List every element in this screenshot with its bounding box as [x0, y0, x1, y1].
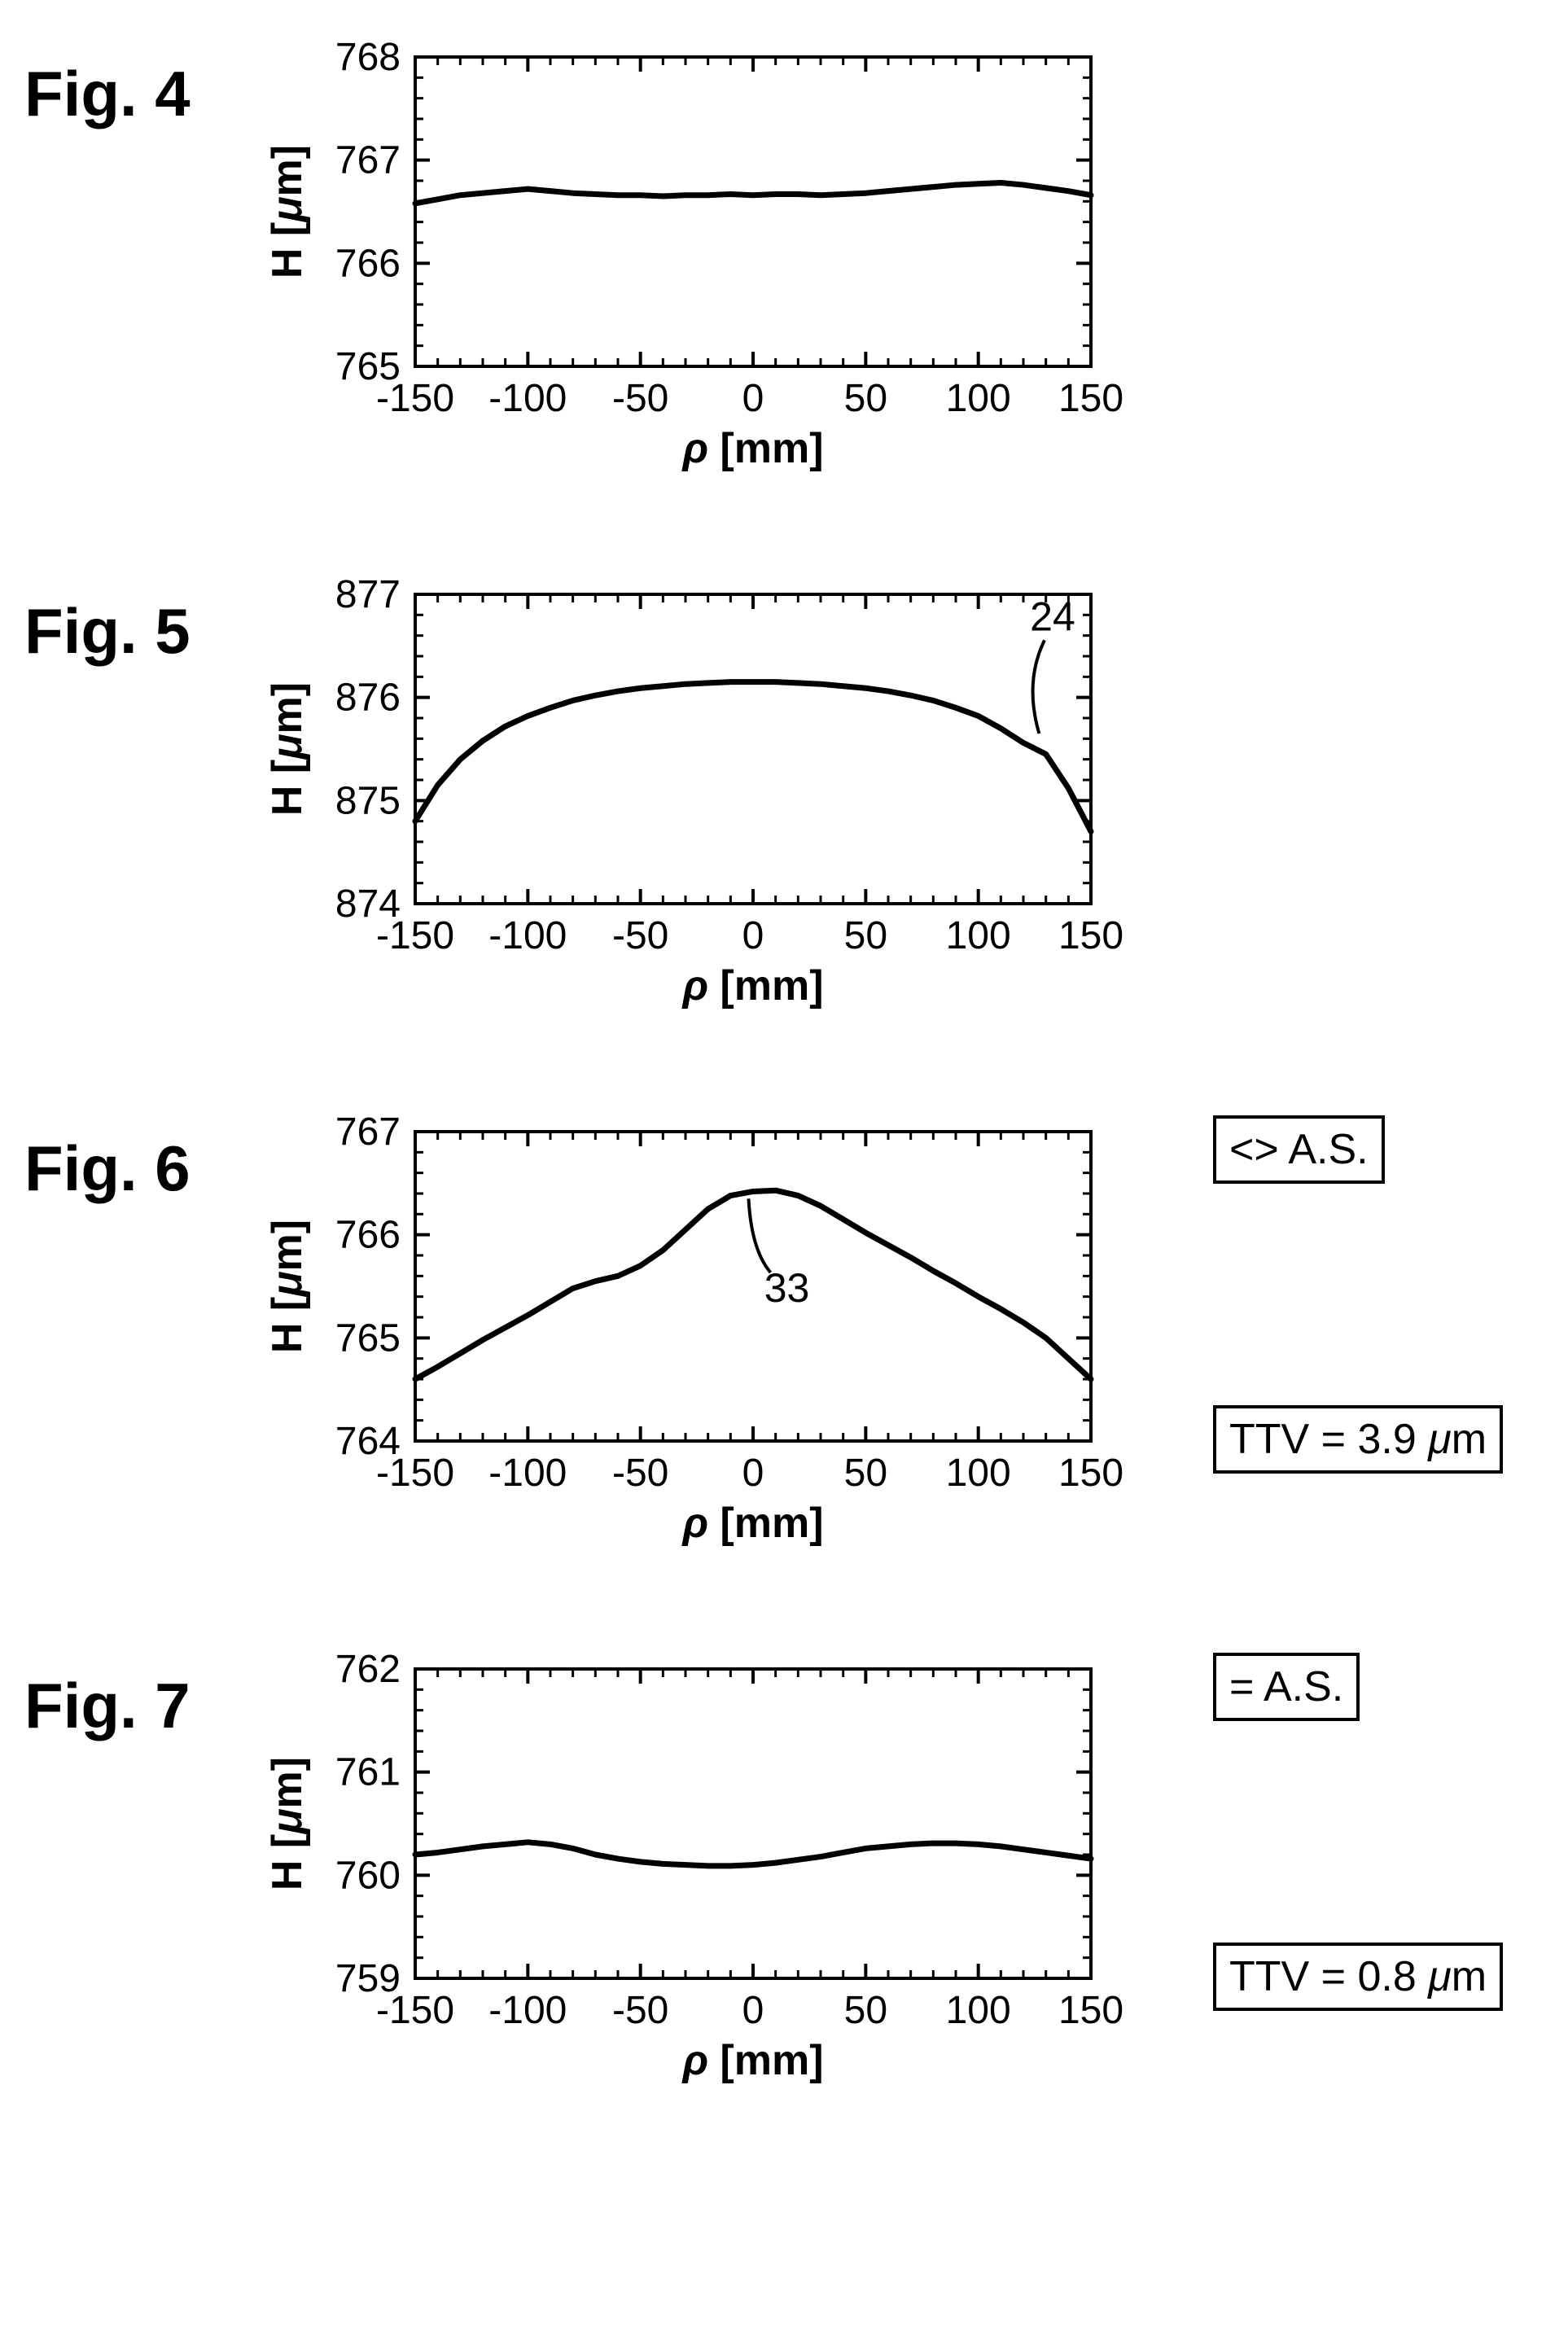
- right-column: <> A.S. TTV = 3.9 μm: [1213, 1107, 1544, 1563]
- svg-text:ρ [mm]: ρ [mm]: [681, 962, 823, 1010]
- svg-text:50: 50: [844, 1989, 887, 2032]
- svg-text:765: 765: [335, 345, 401, 388]
- svg-text:H [μm]: H [μm]: [269, 145, 311, 278]
- data-line: [415, 183, 1091, 204]
- right-column: [1213, 33, 1544, 488]
- info-box-top: <> A.S.: [1213, 1115, 1385, 1184]
- svg-text:764: 764: [335, 1420, 401, 1463]
- svg-text:876: 876: [335, 677, 401, 720]
- svg-text:ρ [mm]: ρ [mm]: [681, 425, 823, 472]
- svg-text:759: 759: [335, 1957, 401, 2000]
- svg-text:-100: -100: [488, 1989, 567, 2032]
- right-column: = A.S. TTV = 0.8 μm: [1213, 1645, 1544, 2100]
- svg-text:100: 100: [946, 1989, 1011, 2032]
- info-box-bottom: TTV = 3.9 μm: [1213, 1405, 1503, 1474]
- svg-text:-50: -50: [612, 1452, 668, 1495]
- svg-text:ρ [mm]: ρ [mm]: [681, 2037, 823, 2084]
- data-line: [415, 1190, 1091, 1379]
- svg-text:H [μm]: H [μm]: [269, 1220, 311, 1353]
- info-box-bottom: TTV = 0.8 μm: [1213, 1943, 1503, 2011]
- chart-fig5: -150-100-50050100150874875876877ρ [mm]H …: [269, 570, 1164, 1026]
- chart-area: -150-100-50050100150764765766767ρ [mm]H …: [269, 1107, 1164, 1563]
- figure-label: Fig. 4: [24, 57, 269, 131]
- svg-text:-50: -50: [612, 1989, 668, 2032]
- figure-label: Fig. 5: [24, 594, 269, 668]
- svg-text:ρ [mm]: ρ [mm]: [681, 1500, 823, 1547]
- svg-text:0: 0: [742, 914, 764, 957]
- svg-text:-50: -50: [612, 914, 668, 957]
- svg-text:761: 761: [335, 1751, 401, 1794]
- chart-area: -150-100-50050100150759760761762ρ [mm]H …: [269, 1645, 1164, 2100]
- svg-text:-100: -100: [488, 914, 567, 957]
- svg-text:0: 0: [742, 1989, 764, 2032]
- svg-text:766: 766: [335, 1214, 401, 1257]
- svg-text:0: 0: [742, 377, 764, 420]
- chart-area: -150-100-50050100150765766767768ρ [mm]H …: [269, 33, 1164, 488]
- data-line: [415, 1842, 1091, 1866]
- svg-text:150: 150: [1058, 1452, 1123, 1495]
- svg-text:50: 50: [844, 914, 887, 957]
- svg-text:100: 100: [946, 1452, 1011, 1495]
- svg-text:H [μm]: H [μm]: [269, 1757, 311, 1890]
- figure-row-fig4: Fig. 4-150-100-50050100150765766767768ρ …: [24, 33, 1544, 488]
- figure-row-fig6: Fig. 6-150-100-50050100150764765766767ρ …: [24, 1107, 1544, 1563]
- svg-text:767: 767: [335, 139, 401, 182]
- svg-text:767: 767: [335, 1110, 401, 1154]
- svg-text:50: 50: [844, 377, 887, 420]
- figure-label: Fig. 7: [24, 1669, 269, 1743]
- svg-text:766: 766: [335, 242, 401, 285]
- chart-fig4: -150-100-50050100150765766767768ρ [mm]H …: [269, 33, 1164, 488]
- svg-text:150: 150: [1058, 1989, 1123, 2032]
- svg-text:0: 0: [742, 1452, 764, 1495]
- figure-row-fig7: Fig. 7-150-100-50050100150759760761762ρ …: [24, 1645, 1544, 2100]
- svg-text:762: 762: [335, 1648, 401, 1691]
- svg-text:100: 100: [946, 377, 1011, 420]
- svg-text:-100: -100: [488, 377, 567, 420]
- svg-text:768: 768: [335, 36, 401, 79]
- svg-text:-50: -50: [612, 377, 668, 420]
- annotation-label: 24: [1030, 594, 1075, 639]
- right-column: [1213, 570, 1544, 1026]
- svg-text:150: 150: [1058, 377, 1123, 420]
- svg-text:760: 760: [335, 1854, 401, 1897]
- figure-row-fig5: Fig. 5-150-100-50050100150874875876877ρ …: [24, 570, 1544, 1026]
- figure-label: Fig. 6: [24, 1132, 269, 1206]
- chart-fig6: -150-100-50050100150764765766767ρ [mm]H …: [269, 1107, 1164, 1563]
- svg-text:877: 877: [335, 573, 401, 616]
- svg-text:50: 50: [844, 1452, 887, 1495]
- info-box-top: = A.S.: [1213, 1653, 1360, 1721]
- svg-text:H [μm]: H [μm]: [269, 682, 311, 816]
- svg-text:150: 150: [1058, 914, 1123, 957]
- svg-text:875: 875: [335, 779, 401, 822]
- svg-text:-100: -100: [488, 1452, 567, 1495]
- svg-text:765: 765: [335, 1316, 401, 1360]
- chart-fig7: -150-100-50050100150759760761762ρ [mm]H …: [269, 1645, 1164, 2100]
- svg-text:100: 100: [946, 914, 1011, 957]
- svg-text:874: 874: [335, 883, 401, 926]
- data-line: [415, 682, 1091, 832]
- chart-area: -150-100-50050100150874875876877ρ [mm]H …: [269, 570, 1164, 1026]
